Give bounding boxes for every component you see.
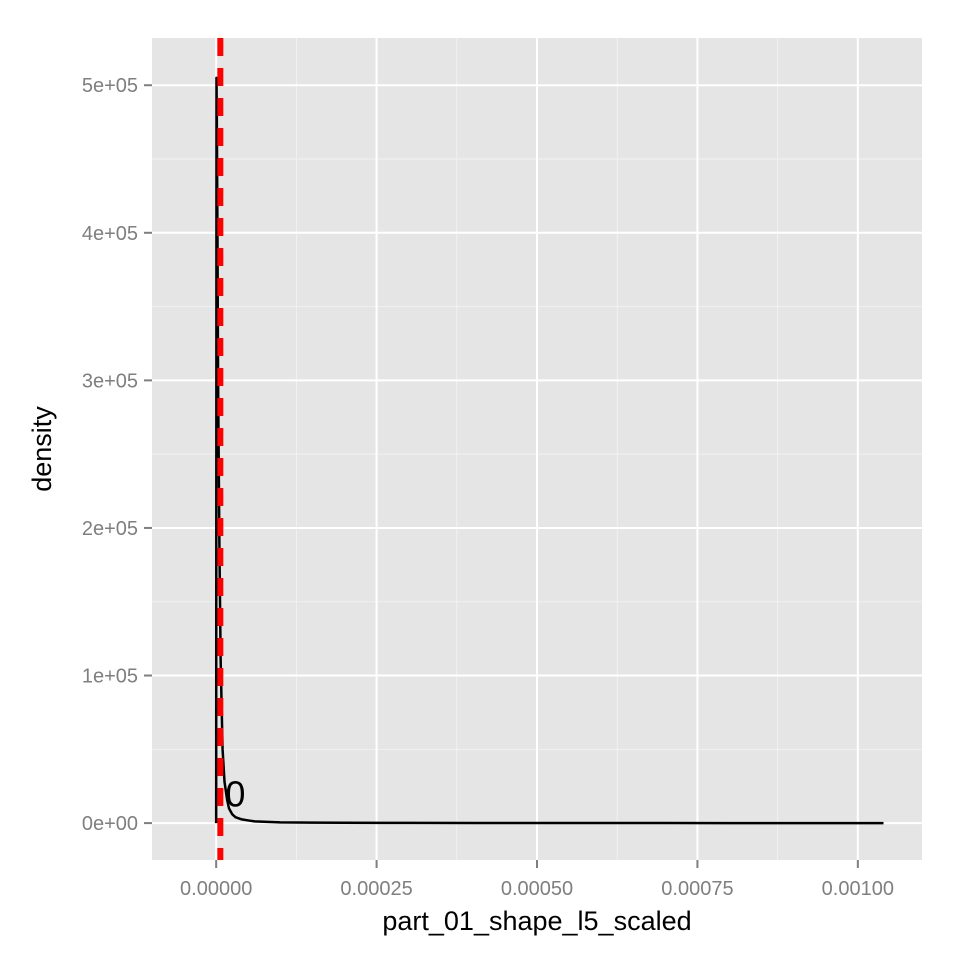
x-tick-label: 0.00050: [501, 878, 573, 900]
x-axis: 0.00000 0.00025 0.00050 0.00075 0.00100: [180, 860, 894, 900]
x-tick-label: 0.00075: [661, 878, 733, 900]
y-axis-title: density: [27, 406, 57, 492]
y-tick-label: 5e+05: [82, 75, 138, 97]
y-tick-label: 0e+00: [82, 813, 138, 835]
y-tick-label: 3e+05: [82, 370, 138, 392]
y-tick-label: 1e+05: [82, 666, 138, 688]
x-tick-label: 0.00100: [822, 878, 894, 900]
x-axis-title: part_01_shape_l5_scaled: [382, 906, 691, 936]
x-tick-label: 0.00025: [340, 878, 412, 900]
x-tick-label: 0.00000: [180, 878, 252, 900]
annotations-group: 0: [225, 774, 245, 815]
y-tick-label: 2e+05: [82, 518, 138, 540]
y-axis: 0e+00 1e+05 2e+05 3e+05 4e+05 5e+05: [82, 75, 152, 835]
annotation-label: 0: [225, 774, 245, 815]
y-tick-label: 4e+05: [82, 223, 138, 245]
